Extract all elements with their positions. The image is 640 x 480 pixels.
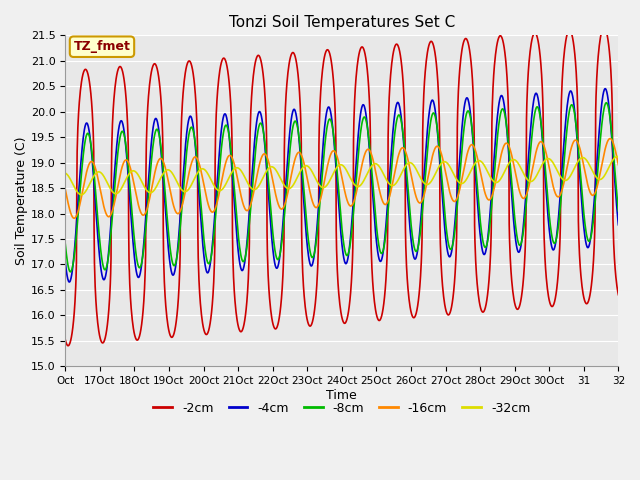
-16cm xyxy=(70,216,78,221)
-4cm xyxy=(65,279,73,285)
Line: -32cm: -32cm xyxy=(65,156,618,195)
-16cm xyxy=(148,183,156,189)
-2cm xyxy=(600,24,608,30)
-32cm xyxy=(77,192,85,198)
-2cm xyxy=(328,60,335,66)
Line: -2cm: -2cm xyxy=(65,27,618,346)
-32cm xyxy=(472,159,480,165)
Line: -16cm: -16cm xyxy=(65,139,618,218)
-4cm xyxy=(614,222,622,228)
-4cm xyxy=(328,115,335,120)
-8cm xyxy=(614,208,622,214)
-32cm xyxy=(554,168,561,174)
-32cm xyxy=(608,159,616,165)
Y-axis label: Soil Temperature (C): Soil Temperature (C) xyxy=(15,137,28,265)
Title: Tonzi Soil Temperatures Set C: Tonzi Soil Temperatures Set C xyxy=(228,15,455,30)
-2cm xyxy=(554,279,561,285)
-2cm xyxy=(608,91,616,97)
-2cm xyxy=(64,343,72,348)
-32cm xyxy=(317,184,325,190)
-2cm xyxy=(317,83,325,88)
-16cm xyxy=(61,186,69,192)
Legend: -2cm, -4cm, -8cm, -16cm, -32cm: -2cm, -4cm, -8cm, -16cm, -32cm xyxy=(148,396,536,420)
-8cm xyxy=(472,173,480,179)
-32cm xyxy=(328,174,335,180)
-4cm xyxy=(608,137,616,143)
-16cm xyxy=(328,150,335,156)
-8cm xyxy=(554,230,561,236)
Line: -8cm: -8cm xyxy=(65,103,618,272)
-32cm xyxy=(148,189,156,195)
Line: -4cm: -4cm xyxy=(65,89,618,282)
-8cm xyxy=(608,132,616,138)
-8cm xyxy=(61,241,69,247)
-4cm xyxy=(148,133,156,139)
-2cm xyxy=(148,66,156,72)
-4cm xyxy=(472,185,480,191)
-32cm xyxy=(61,170,69,176)
Text: TZ_fmet: TZ_fmet xyxy=(74,40,131,53)
-2cm xyxy=(61,336,69,342)
-8cm xyxy=(328,120,335,126)
-4cm xyxy=(554,226,561,231)
-4cm xyxy=(61,259,69,264)
-8cm xyxy=(148,151,156,156)
-16cm xyxy=(608,137,616,143)
-4cm xyxy=(601,86,609,92)
-16cm xyxy=(554,194,561,200)
-2cm xyxy=(614,292,622,298)
-32cm xyxy=(614,154,621,159)
-8cm xyxy=(317,185,325,191)
X-axis label: Time: Time xyxy=(326,389,357,402)
-16cm xyxy=(317,194,325,200)
-8cm xyxy=(603,100,611,106)
-16cm xyxy=(614,162,622,168)
-16cm xyxy=(472,151,480,157)
-4cm xyxy=(317,168,325,173)
-8cm xyxy=(67,269,74,275)
-16cm xyxy=(606,136,614,142)
-2cm xyxy=(472,271,480,276)
-32cm xyxy=(614,154,622,160)
